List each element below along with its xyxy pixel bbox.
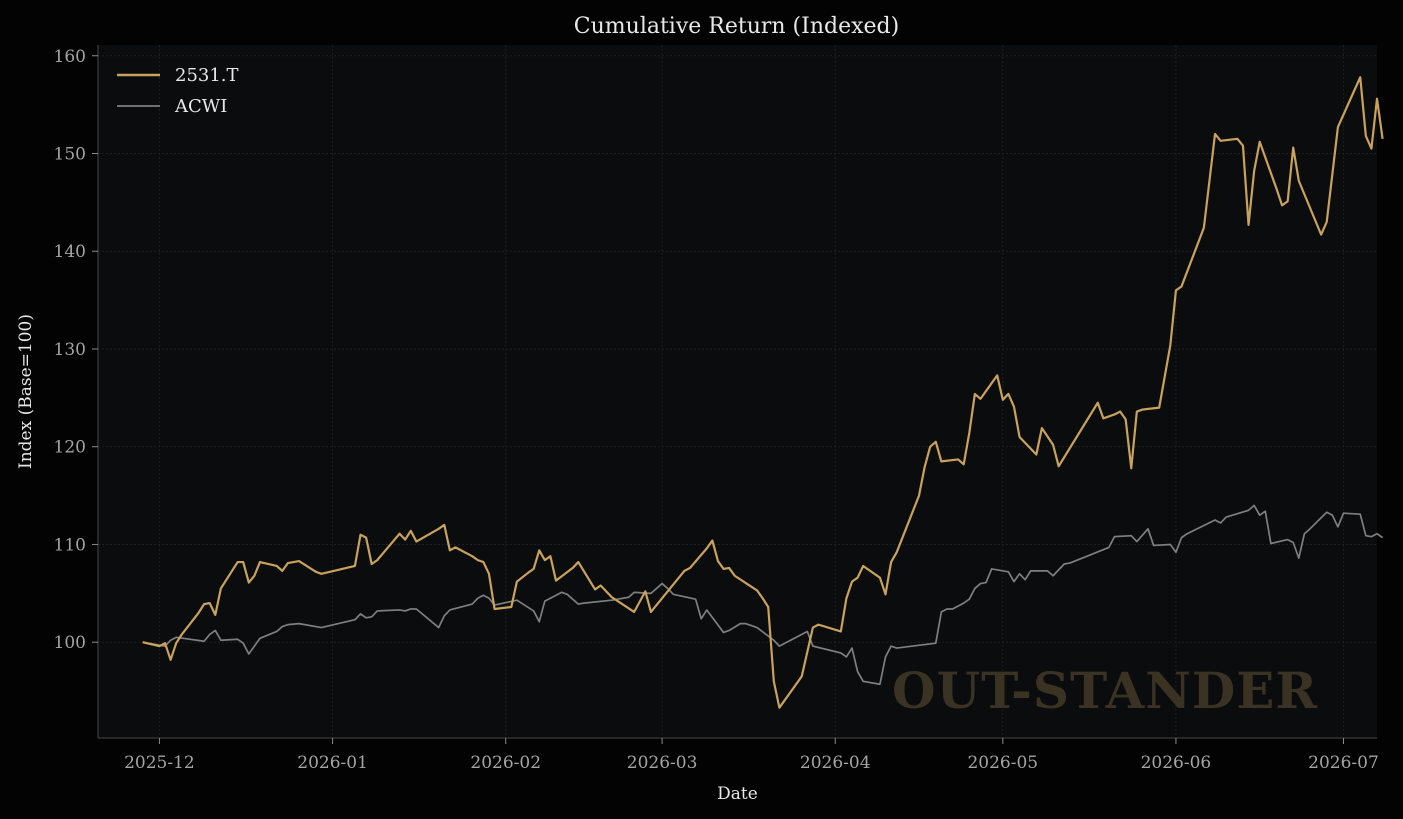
plot-area (98, 45, 1377, 738)
x-tick-label: 2026-06 (1141, 753, 1212, 773)
x-axis-ticks: 2025-12 2026-01 2026-02 2026-03 2026-04 2026-… (124, 738, 1379, 773)
watermark-layer: OUT-STANDER (892, 661, 1318, 720)
x-tick-label: 2026-07 (1308, 753, 1379, 773)
x-tick-label: 2026-03 (627, 753, 698, 773)
legend-entry: 2531.T (117, 65, 239, 86)
grid-lines (98, 45, 1377, 738)
x-axis-label: Date (717, 784, 758, 804)
y-axis-label: Index (Base=100) (16, 314, 36, 469)
legend: 2531.T ACWI (117, 65, 239, 117)
chart-title: Cumulative Return (Indexed) (574, 14, 899, 39)
y-tick-label: 120 (54, 438, 86, 458)
x-tick-label: 2026-01 (297, 753, 368, 773)
series-line-2531-t (142, 76, 1384, 709)
legend-label: 2531.T (175, 65, 239, 86)
y-tick-label: 150 (54, 144, 86, 164)
series-line-acwi (142, 504, 1384, 686)
x-tick-label: 2026-02 (470, 753, 541, 773)
y-tick-label: 110 (54, 535, 86, 555)
axes (97, 45, 1377, 739)
y-tick-label: 130 (54, 340, 86, 360)
x-tick-label: 2026-04 (800, 753, 871, 773)
y-tick-label: 100 (54, 633, 86, 653)
watermark-text: OUT-STANDER (892, 661, 1318, 720)
y-tick-label: 160 (54, 47, 86, 67)
legend-label: ACWI (174, 96, 227, 117)
legend-entry: ACWI (117, 96, 227, 117)
x-tick-label: 2026-05 (967, 753, 1038, 773)
y-axis-ticks: 100 110 120 130 140 150 160 (54, 47, 98, 653)
y-tick-label: 140 (54, 242, 86, 262)
series-layer (142, 76, 1384, 709)
x-tick-label: 2025-12 (124, 753, 195, 773)
